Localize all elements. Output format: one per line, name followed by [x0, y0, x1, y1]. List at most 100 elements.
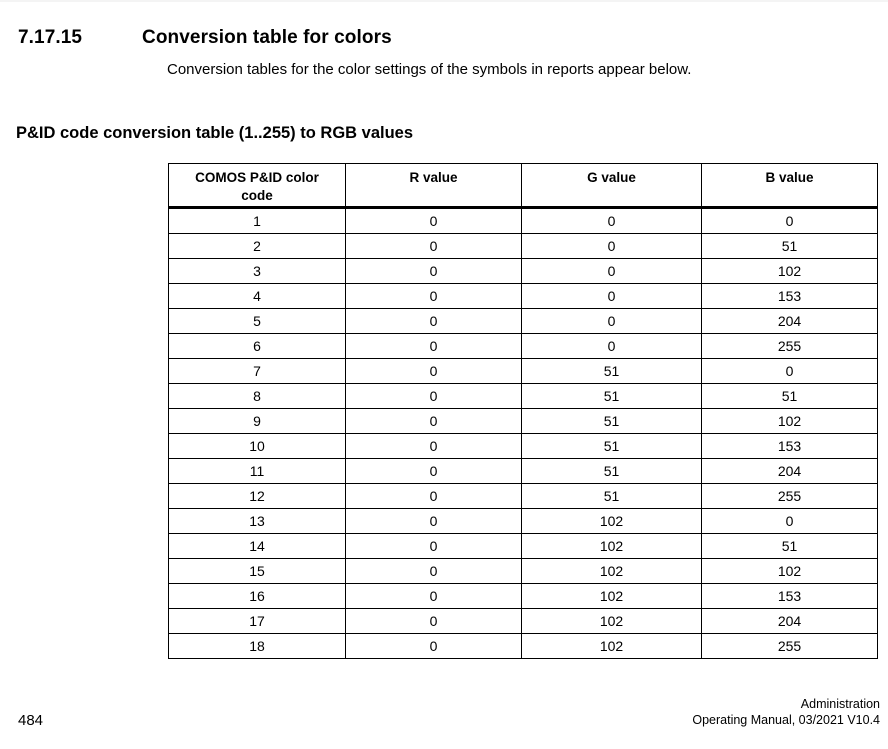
table-cell: 1 [168, 207, 346, 234]
table-cell: 102 [521, 533, 702, 559]
table-row: 10 0 51 153 [168, 433, 878, 459]
page-top-edge [0, 0, 888, 2]
table-cell: 0 [521, 283, 702, 309]
table-row: 13 0 102 0 [168, 508, 878, 534]
table-cell: 0 [345, 508, 522, 534]
table-cell: 204 [701, 308, 878, 334]
table-heading: P&ID code conversion table (1..255) to R… [16, 124, 414, 142]
column-header-b: B value [701, 163, 878, 209]
column-header-g: G value [521, 163, 702, 209]
column-header-r: R value [345, 163, 522, 209]
table-cell: 5 [168, 308, 346, 334]
table-cell: 51 [701, 233, 878, 259]
table-cell: 0 [345, 458, 522, 484]
table-row: 15 0 102 102 [168, 558, 878, 584]
table-cell: 12 [168, 483, 346, 509]
table-cell: 0 [521, 308, 702, 334]
footer-doc-title: Administration [800, 697, 880, 711]
table-cell: 0 [345, 283, 522, 309]
table-cell: 51 [701, 383, 878, 409]
table-header: COMOS P&ID color code R value G value B … [168, 163, 878, 209]
section-title: Conversion table for colors [142, 27, 392, 48]
table-cell: 0 [345, 408, 522, 434]
table-cell: 0 [345, 583, 522, 609]
table-cell: 102 [701, 258, 878, 284]
table-cell: 51 [701, 533, 878, 559]
table-cell: 3 [168, 258, 346, 284]
table-cell: 0 [521, 333, 702, 359]
table-cell: 51 [521, 383, 702, 409]
table-cell: 153 [701, 433, 878, 459]
table-cell: 51 [521, 358, 702, 384]
table-cell: 204 [701, 458, 878, 484]
table-cell: 102 [521, 558, 702, 584]
table-cell: 255 [701, 633, 878, 659]
table-cell: 15 [168, 558, 346, 584]
table-cell: 0 [345, 633, 522, 659]
table-cell: 0 [345, 308, 522, 334]
section-number: 7.17.15 [18, 27, 83, 48]
table-cell: 0 [701, 508, 878, 534]
table-cell: 0 [345, 333, 522, 359]
table-row: 5 0 0 204 [168, 308, 878, 334]
table-cell: 0 [521, 258, 702, 284]
column-header-code: COMOS P&ID color code [168, 163, 346, 209]
table-cell: 0 [345, 483, 522, 509]
table-cell: 0 [345, 533, 522, 559]
table-cell: 17 [168, 608, 346, 634]
table-cell: 7 [168, 358, 346, 384]
table-cell: 0 [521, 207, 702, 234]
table-cell: 0 [345, 558, 522, 584]
table-cell: 102 [521, 608, 702, 634]
table-cell: 51 [521, 458, 702, 484]
table-cell: 102 [701, 408, 878, 434]
footer-document-info: Administration Operating Manual, 03/2021… [692, 697, 880, 728]
column-header-r-label: R value [409, 170, 458, 185]
column-header-g-label: G value [587, 170, 636, 185]
table-row: 6 0 0 255 [168, 333, 878, 359]
table-cell: 0 [345, 433, 522, 459]
table-cell: 102 [521, 583, 702, 609]
table-cell: 255 [701, 333, 878, 359]
table-cell: 18 [168, 633, 346, 659]
table-header-row: COMOS P&ID color code R value G value B … [168, 163, 878, 209]
table-cell: 0 [345, 233, 522, 259]
table-row: 3 0 0 102 [168, 258, 878, 284]
table-cell: 4 [168, 283, 346, 309]
table-cell: 0 [345, 207, 522, 234]
table-cell: 204 [701, 608, 878, 634]
table-row: 8 0 51 51 [168, 383, 878, 409]
color-table-body: 1 0 0 0 2 0 0 51 3 0 0 102 4 0 0 153 5 0 0 204 6 0 0 255 7 0 51 0 8 0… [168, 207, 878, 659]
table-row: 7 0 51 0 [168, 358, 878, 384]
table-cell: 0 [345, 358, 522, 384]
table-cell: 6 [168, 333, 346, 359]
table-cell: 11 [168, 458, 346, 484]
table-row: 18 0 102 255 [168, 633, 878, 659]
table-cell: 255 [701, 483, 878, 509]
table-row: 12 0 51 255 [168, 483, 878, 509]
color-conversion-table: COMOS P&ID color code R value G value B … [168, 163, 878, 659]
table-cell: 0 [701, 358, 878, 384]
footer-page-number: 484 [18, 712, 44, 729]
table-cell: 102 [521, 633, 702, 659]
table-row: 14 0 102 51 [168, 533, 878, 559]
table-cell: 51 [521, 408, 702, 434]
column-header-code-label: COMOS P&ID color code [195, 170, 319, 203]
table-cell: 16 [168, 583, 346, 609]
table-cell: 2 [168, 233, 346, 259]
section-heading: 7.17.15 Conversion table for colors [18, 26, 392, 49]
table-cell: 9 [168, 408, 346, 434]
table-row: 16 0 102 153 [168, 583, 878, 609]
intro-paragraph: Conversion tables for the color settings… [167, 61, 692, 78]
table-cell: 153 [701, 583, 878, 609]
table-cell: 14 [168, 533, 346, 559]
table-row: 11 0 51 204 [168, 458, 878, 484]
table-row: 4 0 0 153 [168, 283, 878, 309]
table-cell: 10 [168, 433, 346, 459]
table-cell: 0 [345, 258, 522, 284]
table-row: 9 0 51 102 [168, 408, 878, 434]
table-cell: 8 [168, 383, 346, 409]
table-cell: 13 [168, 508, 346, 534]
table-cell: 0 [701, 207, 878, 234]
table-cell: 102 [701, 558, 878, 584]
